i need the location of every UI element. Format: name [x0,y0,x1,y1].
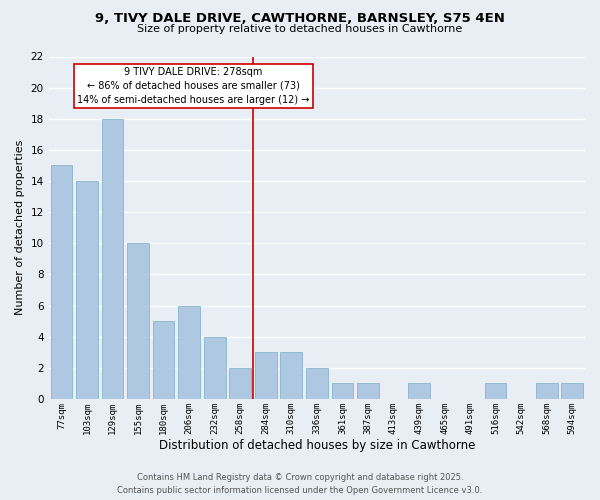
Bar [562,384,583,399]
Bar [204,336,226,399]
Bar [536,384,557,399]
Bar [280,352,302,399]
Bar [76,181,98,399]
Bar [127,244,149,399]
Text: 9 TIVY DALE DRIVE: 278sqm
← 86% of detached houses are smaller (73)
14% of semi-: 9 TIVY DALE DRIVE: 278sqm ← 86% of detac… [77,67,310,105]
Text: Size of property relative to detached houses in Cawthorne: Size of property relative to detached ho… [137,24,463,34]
Bar [306,368,328,399]
Bar [255,352,277,399]
Bar [357,384,379,399]
Bar [178,306,200,399]
Bar [485,384,506,399]
Bar [50,166,72,399]
Bar [332,384,353,399]
Y-axis label: Number of detached properties: Number of detached properties [15,140,25,316]
Bar [101,119,124,399]
Bar [408,384,430,399]
Bar [153,321,175,399]
Text: 9, TIVY DALE DRIVE, CAWTHORNE, BARNSLEY, S75 4EN: 9, TIVY DALE DRIVE, CAWTHORNE, BARNSLEY,… [95,12,505,26]
X-axis label: Distribution of detached houses by size in Cawthorne: Distribution of detached houses by size … [158,440,475,452]
Bar [229,368,251,399]
Text: Contains HM Land Registry data © Crown copyright and database right 2025.
Contai: Contains HM Land Registry data © Crown c… [118,474,482,495]
